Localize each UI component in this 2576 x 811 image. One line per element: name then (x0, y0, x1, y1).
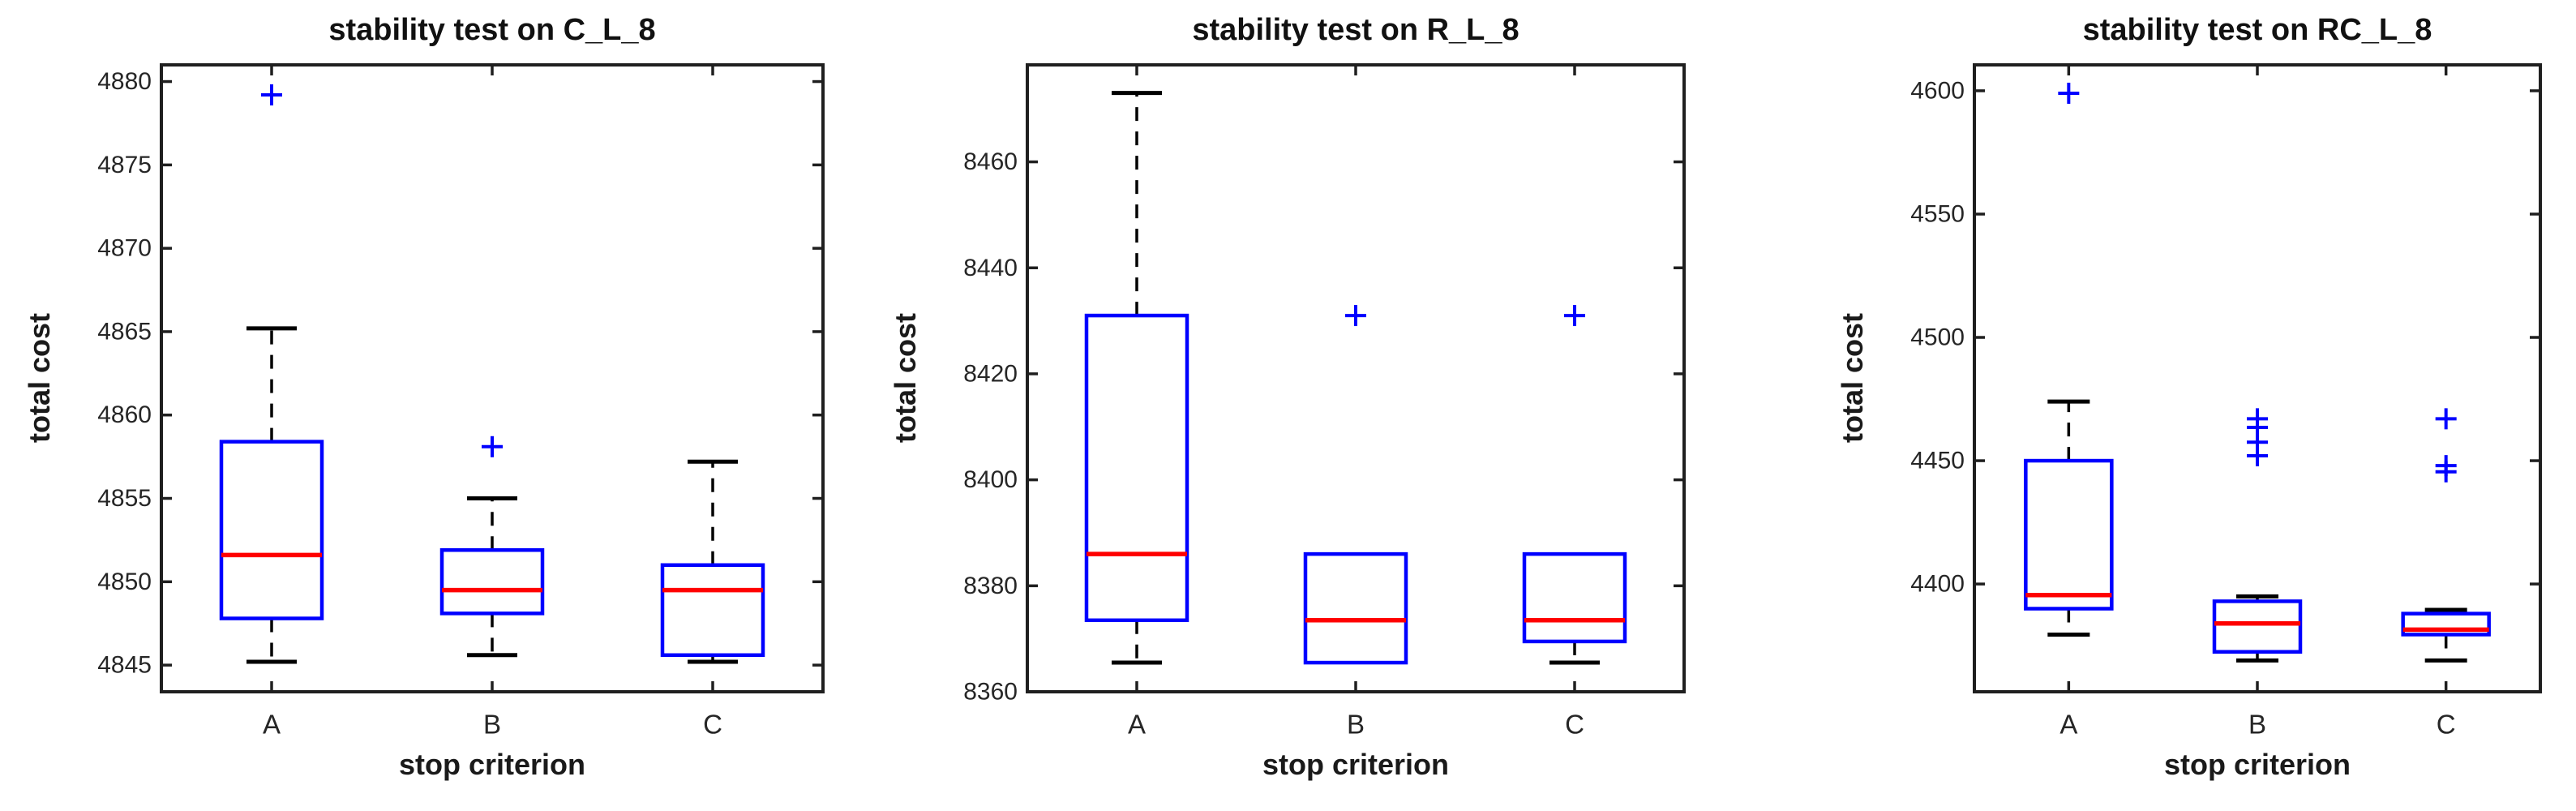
y-tick-label: 4400 (1910, 571, 1965, 598)
y-tick-label: 4875 (97, 152, 152, 178)
plot-title: stability test on C_L_8 (328, 13, 656, 47)
y-tick-label: 4450 (1910, 448, 1965, 474)
y-tick-label: 8380 (963, 573, 1018, 599)
x-axis-label: stop criterion (2163, 748, 2351, 781)
iqr-box-b (439, 548, 545, 616)
y-tick-label: 8360 (963, 679, 1018, 706)
y-tick-label: 4865 (97, 318, 152, 345)
x-tick-label: B (483, 710, 501, 740)
y-tick-label: 8440 (963, 255, 1018, 281)
x-axis-label: stop criterion (1262, 748, 1450, 781)
subplot-r-l-8: stability test on R_L_8 total cost 8360 8… (859, 0, 1717, 811)
axes-box (160, 63, 825, 693)
x-tick-label: C (1565, 710, 1584, 740)
y-tick-label: 4850 (97, 569, 152, 595)
boxplot-canvas: 4845 4850 4855 4860 4865 4870 4875 4880 A B C (97, 63, 825, 740)
iqr-box-a (2024, 458, 2114, 611)
y-tick-label: 4600 (1910, 77, 1965, 104)
subplot-rc-l-8: stability test on RC_L_8 total cost 4400… (1717, 0, 2576, 811)
y-tick-label: 4880 (97, 68, 152, 95)
y-tick-label: 8400 (963, 466, 1018, 493)
iqr-box-a (1084, 313, 1189, 623)
subplot-c-l-8: stability test on C_L_8 total cost 4845 4… (0, 0, 859, 811)
y-tick-label: 4550 (1910, 200, 1965, 227)
x-tick-label: A (2060, 710, 2077, 740)
y-tick-label: 4845 (97, 652, 152, 679)
y-tick-label: 4860 (97, 401, 152, 428)
iqr-box-b (2212, 599, 2303, 654)
y-tick-label: 4500 (1910, 324, 1965, 351)
axes-box (1026, 63, 1686, 693)
iqr-box-c (1522, 551, 1627, 644)
iqr-box-c (660, 563, 765, 658)
iqr-box-a (219, 440, 324, 620)
x-axis-label: stop criterion (398, 748, 586, 781)
x-tick-label: A (263, 710, 281, 740)
y-tick-label: 8460 (963, 148, 1018, 175)
y-tick-label: 4870 (97, 235, 152, 262)
boxplot-canvas: 4400 4450 4500 4550 4600 A B C (1910, 63, 2542, 740)
y-tick-label: 8420 (963, 360, 1018, 387)
iqr-box-c (2401, 611, 2491, 637)
x-tick-label: A (1128, 710, 1146, 740)
plot-title: stability test on R_L_8 (1192, 13, 1519, 47)
boxplot-canvas: 8360 8380 8400 8420 8440 8460 A B C (963, 63, 1686, 740)
x-tick-label: C (2437, 710, 2456, 740)
plot-title: stability test on RC_L_8 (2082, 13, 2432, 47)
y-tick-label: 4855 (97, 485, 152, 512)
x-tick-label: B (1347, 710, 1365, 740)
x-tick-label: C (703, 710, 722, 740)
x-tick-label: B (2248, 710, 2266, 740)
iqr-box-b (1303, 551, 1408, 665)
